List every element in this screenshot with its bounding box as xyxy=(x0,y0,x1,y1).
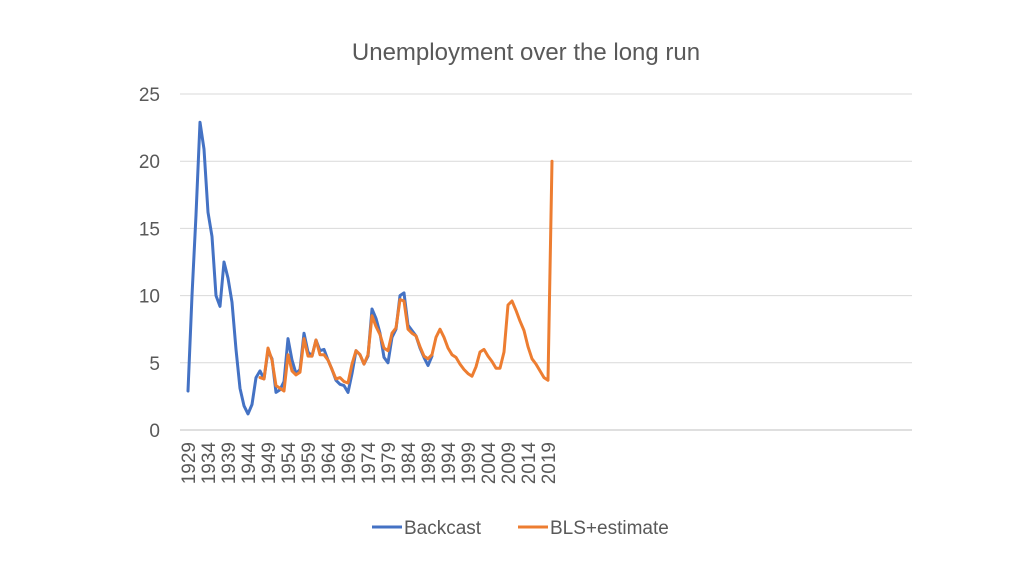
legend-label-bls-estimate: BLS+estimate xyxy=(550,518,669,539)
x-tick-label: 1949 xyxy=(259,442,280,484)
x-tick-label: 1929 xyxy=(179,442,200,484)
x-tick-label: 1999 xyxy=(459,442,480,484)
x-tick-label: 1939 xyxy=(219,442,240,484)
x-axis-ticks: 1929 1934 1939 1944 1949 1954 1959 1964 1969 1974… xyxy=(179,442,560,485)
x-tick-label: 1974 xyxy=(359,442,380,485)
legend: Backcast BLS+estimate xyxy=(372,518,669,539)
y-tick-label: 0 xyxy=(149,421,160,442)
y-tick-label: 5 xyxy=(149,354,160,375)
x-tick-label: 1989 xyxy=(419,442,440,484)
series-line-bls-estimate xyxy=(258,159,554,393)
x-tick-label: 1979 xyxy=(379,442,400,484)
series-line-backcast xyxy=(186,120,434,416)
x-tick-label: 1954 xyxy=(279,442,300,485)
chart-title: Unemployment over the long run xyxy=(352,39,700,66)
y-tick-label: 15 xyxy=(139,219,160,240)
x-tick-label: 1964 xyxy=(319,442,340,485)
x-tick-label: 1959 xyxy=(299,442,320,484)
x-tick-label: 1994 xyxy=(439,442,460,485)
y-tick-label: 25 xyxy=(139,85,160,106)
x-tick-label: 2009 xyxy=(499,442,520,484)
x-tick-label: 2004 xyxy=(479,442,500,485)
y-tick-label: 10 xyxy=(139,287,160,308)
x-tick-label: 2019 xyxy=(539,442,560,484)
x-tick-label: 1969 xyxy=(339,442,360,484)
legend-label-backcast: Backcast xyxy=(404,518,482,539)
x-tick-label: 1934 xyxy=(199,442,220,485)
x-tick-label: 1984 xyxy=(399,442,420,485)
series-lines xyxy=(186,120,554,416)
x-tick-label: 2014 xyxy=(519,442,540,485)
y-tick-label: 20 xyxy=(139,152,160,173)
x-tick-label: 1944 xyxy=(239,442,260,485)
y-axis-ticks: 0 5 10 15 20 25 xyxy=(139,85,160,442)
